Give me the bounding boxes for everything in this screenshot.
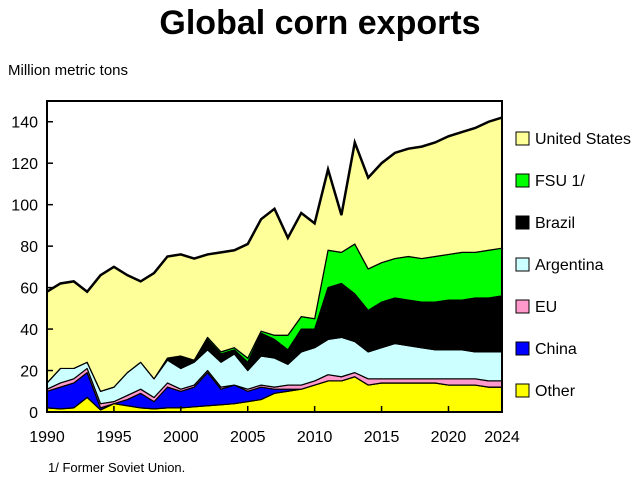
legend-label: United States [535,131,631,148]
y-tick-label: 100 [11,198,38,215]
x-tick-label: 2010 [297,429,333,446]
legend-label: Other [535,383,576,400]
x-tick-label: 2015 [364,429,400,446]
plot-frame [46,100,503,413]
y-tick-label: 80 [20,239,38,256]
legend-label: Brazil [535,215,575,232]
legend-swatch [515,383,530,398]
x-tick-label: 2000 [163,429,199,446]
x-tick-label: 2020 [431,429,467,446]
x-tick-label: 2024 [484,429,520,446]
total-line [46,116,503,294]
legend-label: Argentina [535,257,604,274]
footnote: 1/ Former Soviet Union. [48,460,186,475]
legend-swatch [515,257,530,272]
legend-swatch [515,215,530,230]
legend-label: China [535,341,577,358]
legend-swatch [515,131,530,146]
y-tick-label: 0 [29,405,38,422]
y-tick-label: 40 [20,322,38,339]
x-tick-label: 2005 [230,429,266,446]
y-axis-label: Million metric tons [8,62,129,79]
chart-title: Global corn exports [159,4,481,42]
x-tick-label: 1990 [29,429,65,446]
legend-swatch [515,173,530,188]
legend-label: FSU 1/ [535,173,585,190]
legend-swatch [515,299,530,314]
y-tick-label: 140 [11,115,38,132]
legend-swatch [515,341,530,356]
x-tick-label: 1995 [96,429,132,446]
y-tick-label: 120 [11,156,38,173]
y-tick-label: 60 [20,281,38,298]
y-tick-label: 20 [20,364,38,381]
legend-label: EU [535,299,557,316]
